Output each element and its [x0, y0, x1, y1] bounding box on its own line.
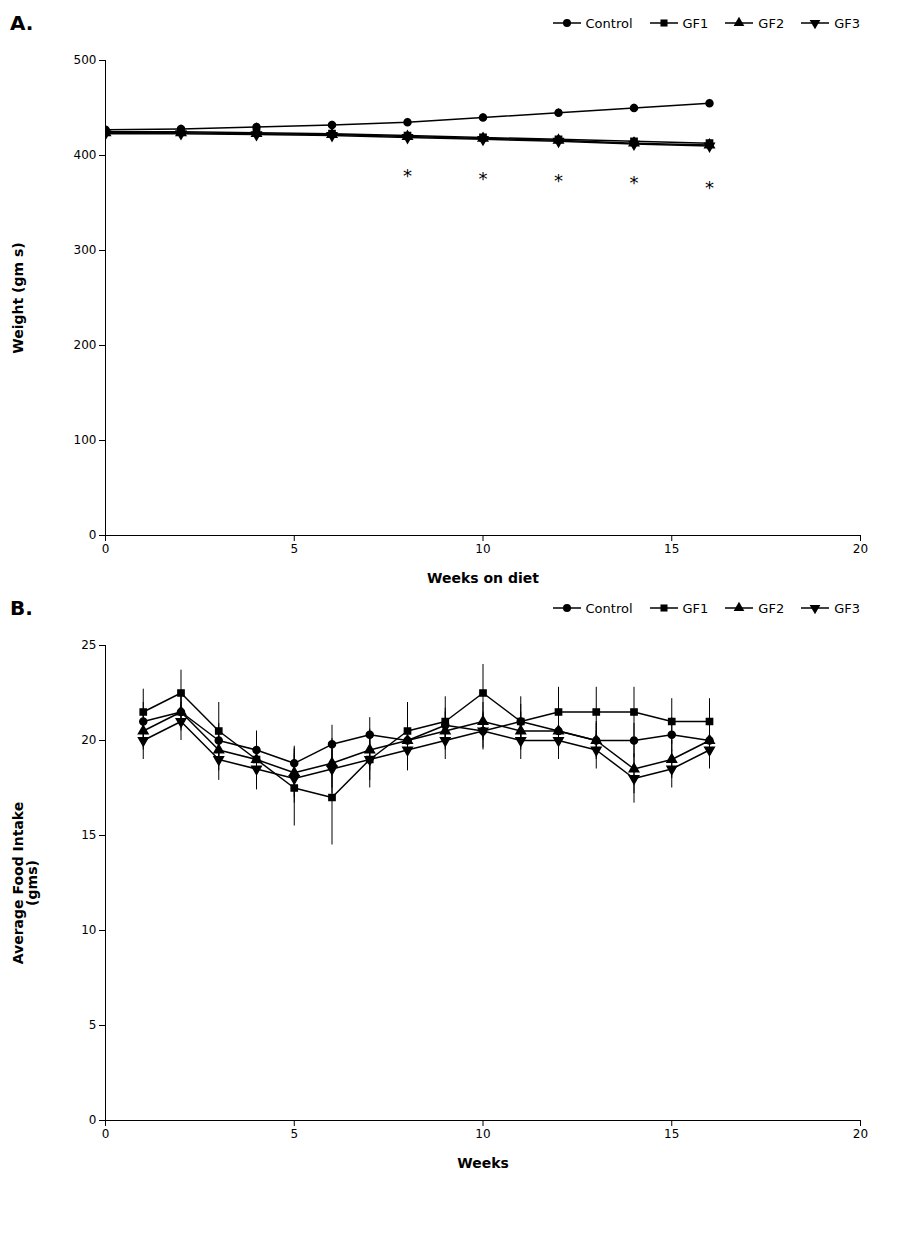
svg-text:20: 20: [81, 733, 96, 747]
html-text:B.: B.: [10, 596, 33, 620]
svg-text:300: 300: [74, 243, 97, 257]
svg-text:10: 10: [81, 923, 96, 937]
svg-text:5: 5: [290, 542, 298, 556]
svg-text:*: *: [479, 168, 488, 189]
html-text:Control: Control: [585, 15, 633, 31]
svg-text:500: 500: [74, 53, 97, 67]
svg-text:25: 25: [81, 638, 96, 652]
svg-text:*: *: [705, 177, 714, 198]
svg-text:0: 0: [102, 542, 110, 556]
svg-text:15: 15: [664, 1127, 679, 1141]
svg-text:*: *: [630, 172, 639, 193]
html-text:GF3: GF3: [834, 15, 860, 31]
svg-text:*: *: [403, 165, 412, 186]
svg-text:5: 5: [89, 1018, 97, 1032]
svg-text:200: 200: [74, 338, 97, 352]
svg-text:10: 10: [475, 1127, 490, 1141]
svg-text:Weeks on diet: Weeks on diet: [427, 570, 539, 586]
svg-text:400: 400: [74, 148, 97, 162]
svg-text:10: 10: [475, 542, 490, 556]
html-text:Control: Control: [585, 600, 633, 616]
svg-text:*: *: [554, 170, 563, 191]
svg-text:0: 0: [89, 528, 97, 542]
html-text:GF2: GF2: [758, 15, 785, 31]
svg-text:0: 0: [89, 1113, 97, 1127]
html-text:GF1: GF1: [682, 600, 709, 616]
html-text:GF3: GF3: [834, 600, 860, 616]
svg-text:Average Food Intake(gms): Average Food Intake(gms): [10, 802, 40, 965]
html-text:GF1: GF1: [682, 15, 709, 31]
svg-text:0: 0: [102, 1127, 110, 1141]
svg-text:Weeks: Weeks: [457, 1155, 509, 1171]
html-text:A.: A.: [10, 11, 34, 35]
svg-text:Weight (gm s): Weight (gm s): [10, 242, 26, 353]
svg-text:100: 100: [74, 433, 97, 447]
svg-text:15: 15: [664, 542, 679, 556]
svg-text:5: 5: [290, 1127, 298, 1141]
svg-text:20: 20: [853, 1127, 868, 1141]
html-text:GF2: GF2: [758, 600, 785, 616]
svg-text:20: 20: [853, 542, 868, 556]
svg-text:15: 15: [81, 828, 96, 842]
